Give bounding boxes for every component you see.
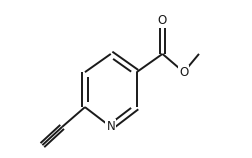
Text: O: O xyxy=(179,66,188,79)
Text: N: N xyxy=(106,120,115,133)
Text: O: O xyxy=(158,14,167,27)
